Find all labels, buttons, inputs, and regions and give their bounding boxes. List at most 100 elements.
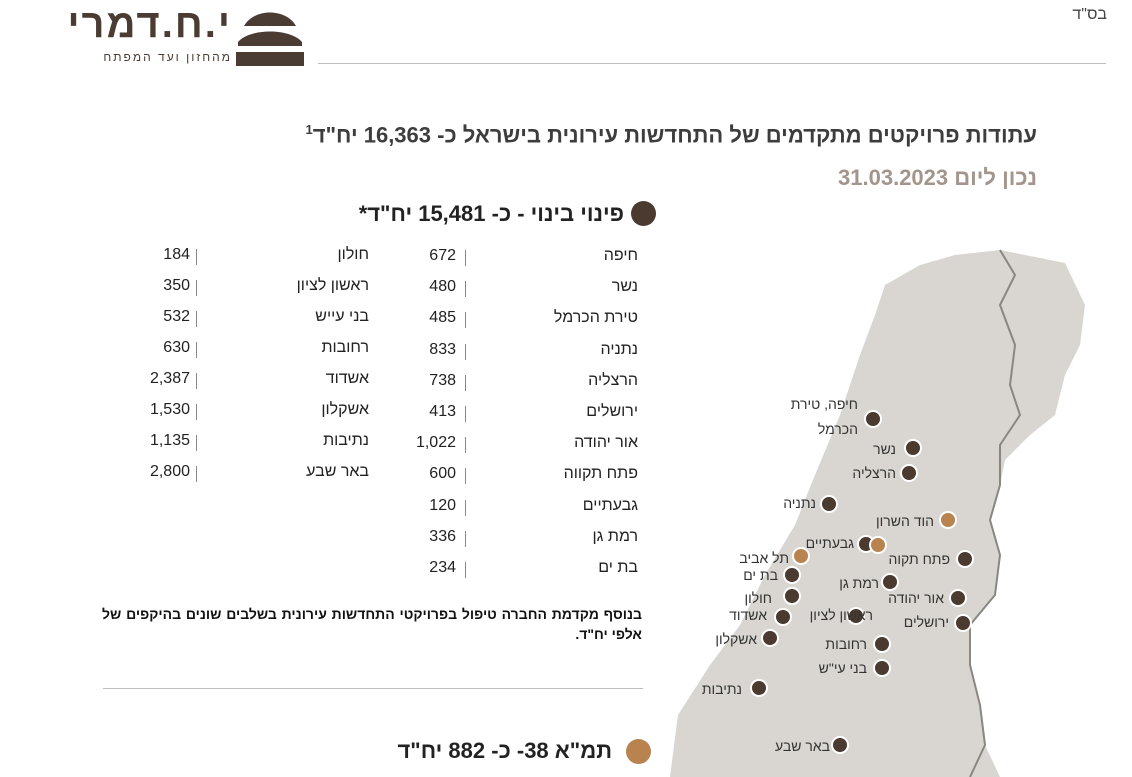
city-name: אשדוד (325, 370, 369, 387)
list-item: נתיבות 1,135 (0, 432, 1132, 454)
map-border (969, 249, 1022, 777)
unit-count: 630 (163, 339, 190, 356)
title-footnote: 1 (305, 122, 313, 137)
separator-bar (465, 468, 466, 485)
city-name: נתניה (600, 340, 638, 358)
unit-count: 485 (429, 309, 456, 327)
pin-netanya (820, 495, 838, 513)
label-netivot: נתיבות (701, 681, 742, 697)
label-givatayim: גבעתיים (805, 535, 854, 551)
unit-count: 600 (429, 465, 456, 483)
label-hod-hasharon: הוד השרון (875, 513, 934, 529)
pin-ramat-gan (881, 573, 899, 591)
separator-bar (196, 280, 197, 296)
separator-bar (196, 435, 197, 451)
list-item: חולון 184 (0, 246, 1132, 268)
list-item: ראשון לציון 350 (0, 277, 1132, 299)
city-name: נשר (611, 278, 638, 296)
separator-bar (465, 281, 466, 298)
city-name: אשקלון (321, 401, 369, 418)
page-date: נכון ליום 31.03.2023 (838, 165, 1037, 190)
page-title: עתודות פרויקטים מתקדמים של התחדשות עירונ… (306, 122, 1037, 148)
label-rishon: ראשון לציון (809, 607, 873, 623)
separator-bar (196, 249, 197, 265)
list-item: חיפה 672 (0, 247, 1132, 269)
pin-haifa (864, 410, 882, 428)
label-ramat-gan: רמת גן (839, 575, 879, 591)
pinui-heading: פינוי בינוי - כ- 15,481 יח"ד* (358, 201, 624, 226)
label-bnei-ayish: בני עי"ש (818, 660, 867, 676)
label-tel-aviv: תל אביב (739, 550, 789, 566)
label-rehovot: רחובות (825, 636, 867, 652)
label-beer-sheva: באר שבע (775, 738, 830, 754)
title-text: עתודות פרויקטים מתקדמים של התחדשות עירונ… (312, 122, 1037, 148)
pin-nesher (904, 439, 922, 457)
label-herzliya: הרצליה (852, 465, 896, 481)
pin-ashkelon (761, 629, 779, 647)
list-item: נשר 480 (0, 278, 1132, 300)
label-jerusalem: ירושלים (903, 614, 949, 630)
unit-count: 234 (429, 559, 456, 576)
city-name: רחובות (321, 339, 369, 356)
pin-hod-hasharon (939, 511, 957, 529)
separator-bar (465, 374, 466, 391)
separator-bar (465, 312, 466, 329)
label-nesher: נשר (873, 441, 896, 457)
separator-bar (465, 250, 466, 266)
city-name: פתח תקווה (563, 465, 638, 483)
city-name: נתיבות (323, 432, 369, 449)
separator-bar (196, 466, 197, 482)
city-name: באר שבע (306, 463, 369, 480)
unit-count: 184 (163, 246, 190, 263)
israel-map (670, 249, 1085, 777)
city-name: רמת גן (592, 527, 638, 545)
city-name: חיפה (603, 247, 638, 264)
label-carmel: הכרמל (817, 421, 858, 437)
unit-count: 2,387 (149, 370, 190, 387)
list-item: פתח תקווה 600 (0, 465, 1132, 487)
pin-holon (783, 587, 801, 605)
city-name: בני עייש (315, 308, 369, 325)
list-item: באר שבע 2,800 (0, 463, 1132, 485)
unit-count: 480 (429, 278, 456, 296)
list-item: אור יהודה 1,022 (0, 434, 1132, 456)
label-ashkelon: אשקלון (715, 631, 757, 647)
unit-count: 738 (429, 371, 456, 389)
unit-count: 2,800 (149, 463, 190, 480)
pin-or-yehuda (949, 589, 967, 607)
city-name: טירת הכרמל (553, 309, 638, 327)
pin-netivot (750, 679, 768, 697)
separator-bar (196, 311, 197, 327)
list-item: גבעתיים 120 (0, 497, 1132, 519)
city-name: חולון (337, 246, 369, 263)
label-bat-yam: בת ים (743, 567, 778, 583)
pin-herzliya (900, 464, 918, 482)
label-holon: חולון (744, 590, 772, 606)
separator-bar (465, 437, 466, 454)
label-haifa: חיפה, טירת (790, 396, 858, 412)
city-name: הרצליה (588, 371, 638, 389)
unit-count: 672 (429, 247, 456, 264)
pin-tel-aviv (869, 536, 887, 554)
pin-jerusalem (954, 614, 972, 632)
separator-bar (196, 373, 197, 389)
list-item: ירושלים 413 (0, 403, 1132, 425)
label-ashdod: אשדוד (729, 607, 767, 623)
bsd-mark: בס"ד (1072, 6, 1107, 23)
header-divider (318, 63, 1106, 64)
city-name: בת ים (598, 559, 638, 576)
list-item: אשדוד 2,387 (0, 370, 1132, 392)
logo-tagline: מהחזון ועד המפתח (103, 50, 232, 64)
pin-tel-aviv-2 (792, 547, 810, 565)
pin-beer-sheva (831, 736, 849, 754)
logo-name: י.ח.דמרי (67, 2, 232, 46)
list-item: רחובות 630 (0, 339, 1132, 361)
pin-bat-yam (783, 566, 801, 584)
list-item: בני עייש 532 (0, 308, 1132, 330)
unit-count: 532 (163, 308, 190, 325)
separator-bar (465, 562, 466, 578)
pinui-note: בנוסף מקדמת החברה טיפול בפרויקטי התחדשות… (102, 606, 642, 642)
pin-rehovot (873, 635, 891, 653)
city-name: ראשון לציון (296, 277, 369, 294)
separator-bar (465, 530, 466, 547)
